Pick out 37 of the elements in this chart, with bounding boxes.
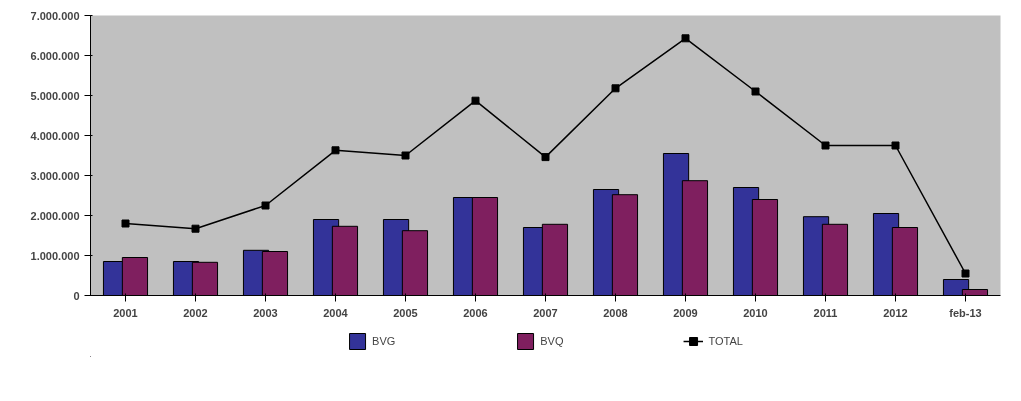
x-tick-label: 2006 bbox=[463, 306, 488, 319]
y-tick-label: 6.000.000 bbox=[30, 49, 80, 62]
point bbox=[961, 269, 970, 278]
legend-label: TOTAL bbox=[708, 335, 743, 347]
x-tick-label: 2001 bbox=[113, 306, 138, 319]
point bbox=[471, 96, 480, 105]
y-tick-label: 0 bbox=[73, 289, 80, 302]
x-tick-label: 2008 bbox=[603, 306, 628, 319]
point bbox=[401, 151, 410, 160]
x-tick-label: 2009 bbox=[673, 306, 698, 319]
y-tick-label: 4.000.000 bbox=[30, 129, 80, 142]
x-tick-label: feb-13 bbox=[949, 306, 982, 319]
point bbox=[191, 224, 200, 233]
point bbox=[121, 219, 130, 228]
y-tick-label: 7.000.000 bbox=[30, 9, 80, 22]
point bbox=[681, 34, 690, 43]
x-tick-label: 2002 bbox=[183, 306, 208, 319]
y-tick-label: 5.000.000 bbox=[30, 89, 80, 102]
point bbox=[541, 153, 550, 162]
x-tick-label: 2010 bbox=[743, 306, 768, 319]
point bbox=[891, 141, 900, 150]
x-tick-label: 2004 bbox=[323, 306, 349, 319]
x-tick-label: 2012 bbox=[883, 306, 908, 319]
y-tick-label: 1.000.000 bbox=[30, 249, 80, 262]
x-tick-label: 2011 bbox=[813, 306, 838, 319]
point bbox=[821, 141, 830, 150]
point bbox=[261, 201, 270, 210]
y-tick-label: 3.000.000 bbox=[30, 169, 80, 182]
x-tick-label: 2005 bbox=[393, 306, 418, 319]
y-tick-label: 2.000.000 bbox=[30, 209, 80, 222]
x-tick-label: 2003 bbox=[253, 306, 278, 319]
legend-label: BVQ bbox=[540, 335, 564, 347]
point bbox=[611, 84, 620, 93]
legend-label: BVG bbox=[372, 335, 396, 347]
point bbox=[751, 87, 760, 96]
x-tick-label: 2007 bbox=[533, 306, 558, 319]
point bbox=[331, 146, 340, 155]
